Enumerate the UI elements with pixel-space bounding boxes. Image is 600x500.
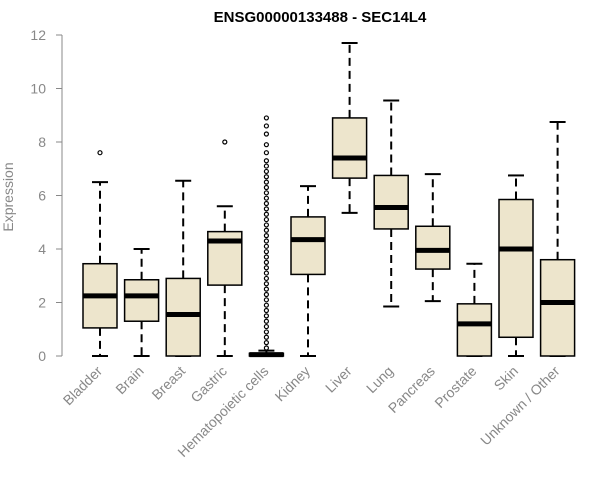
y-tick-label: 2: [38, 295, 46, 311]
iqr-box: [331, 117, 368, 179]
outlier-point: [263, 265, 269, 271]
x-tick-label: Lung: [363, 363, 396, 396]
iqr-box: [539, 258, 576, 357]
outlier-point: [263, 123, 269, 129]
outlier-point: [263, 158, 269, 164]
box-liver: [331, 42, 368, 214]
iqr-box: [165, 277, 201, 357]
iqr-box: [373, 174, 409, 230]
box-kidney: [290, 185, 326, 357]
box-prostate: [456, 262, 493, 357]
outlier-point: [263, 286, 269, 292]
outlier-point: [263, 270, 269, 276]
outlier-point: [263, 243, 269, 249]
outlier-point: [263, 307, 269, 314]
outlier-point: [263, 222, 269, 228]
outlier-point: [263, 227, 269, 233]
iqr-box: [415, 225, 451, 270]
box-unknown-other: [539, 120, 576, 357]
outlier-point: [263, 275, 269, 282]
iqr-box: [456, 303, 493, 357]
outlier-point: [263, 318, 269, 324]
outlier-point: [263, 163, 269, 169]
outlier-point: [263, 334, 269, 340]
outlier-point: [263, 291, 269, 298]
x-tick-label: Breast: [148, 363, 188, 403]
y-tick-label: 12: [30, 27, 46, 43]
outlier-point: [263, 233, 269, 239]
iqr-box: [290, 216, 326, 276]
outlier-point: [263, 281, 269, 287]
outlier-point: [263, 340, 269, 346]
outlier-point: [263, 142, 269, 148]
box-brain: [123, 248, 160, 357]
outlier-point: [263, 313, 269, 319]
outlier-point: [263, 131, 269, 137]
y-tick-label: 10: [30, 81, 46, 97]
outlier-point: [263, 168, 269, 175]
outlier-point: [263, 345, 269, 351]
outlier-point: [263, 323, 269, 330]
box-pancreas: [415, 173, 451, 303]
box-hematopoietic-cells: [248, 115, 285, 358]
x-tick-label: Unknown / Other: [477, 363, 563, 449]
outlier-point: [263, 211, 269, 217]
y-axis-label: Expression: [0, 162, 16, 231]
outlier-point: [263, 195, 269, 201]
x-tick-label: Bladder: [60, 363, 106, 409]
iqr-box: [498, 198, 534, 339]
outlier-point: [263, 206, 269, 212]
x-tick-label: Brain: [112, 363, 146, 397]
outlier-point: [263, 254, 269, 260]
iqr-box: [123, 279, 160, 322]
y-axis: 0 2 4 6 8 10 12: [30, 27, 63, 364]
x-tick-label: Skin: [491, 363, 522, 394]
x-tick-label: Prostate: [431, 363, 479, 411]
chart-title: ENSG00000133488 - SEC14L4: [214, 9, 427, 26]
outlier-point: [263, 174, 269, 180]
boxes-group: [82, 42, 576, 358]
outlier-point: [263, 329, 269, 335]
outlier-point: [263, 259, 269, 265]
y-tick-label: 4: [38, 241, 46, 257]
outlier-point: [263, 184, 269, 191]
outlier-point: [263, 249, 269, 255]
y-tick-label: 8: [38, 134, 46, 150]
box-gastric: [207, 139, 243, 357]
box-breast: [165, 179, 201, 357]
y-tick-label: 6: [38, 188, 46, 204]
box-skin: [498, 174, 534, 357]
outlier-point: [263, 190, 269, 196]
outlier-point: [263, 216, 269, 223]
y-tick-label: 0: [38, 348, 46, 364]
outlier-point: [222, 139, 228, 145]
outlier-point: [263, 238, 269, 244]
box-bladder: [82, 150, 118, 357]
outlier-point: [263, 200, 269, 207]
x-tick-label: Liver: [322, 363, 355, 396]
outlier-point: [263, 297, 269, 303]
outlier-point: [263, 179, 269, 185]
outlier-point: [263, 150, 269, 156]
outlier-point: [263, 302, 269, 308]
outlier-point: [97, 150, 103, 156]
x-tick-label: Kidney: [272, 363, 314, 405]
box-lung: [373, 99, 409, 308]
outlier-point: [263, 115, 269, 121]
